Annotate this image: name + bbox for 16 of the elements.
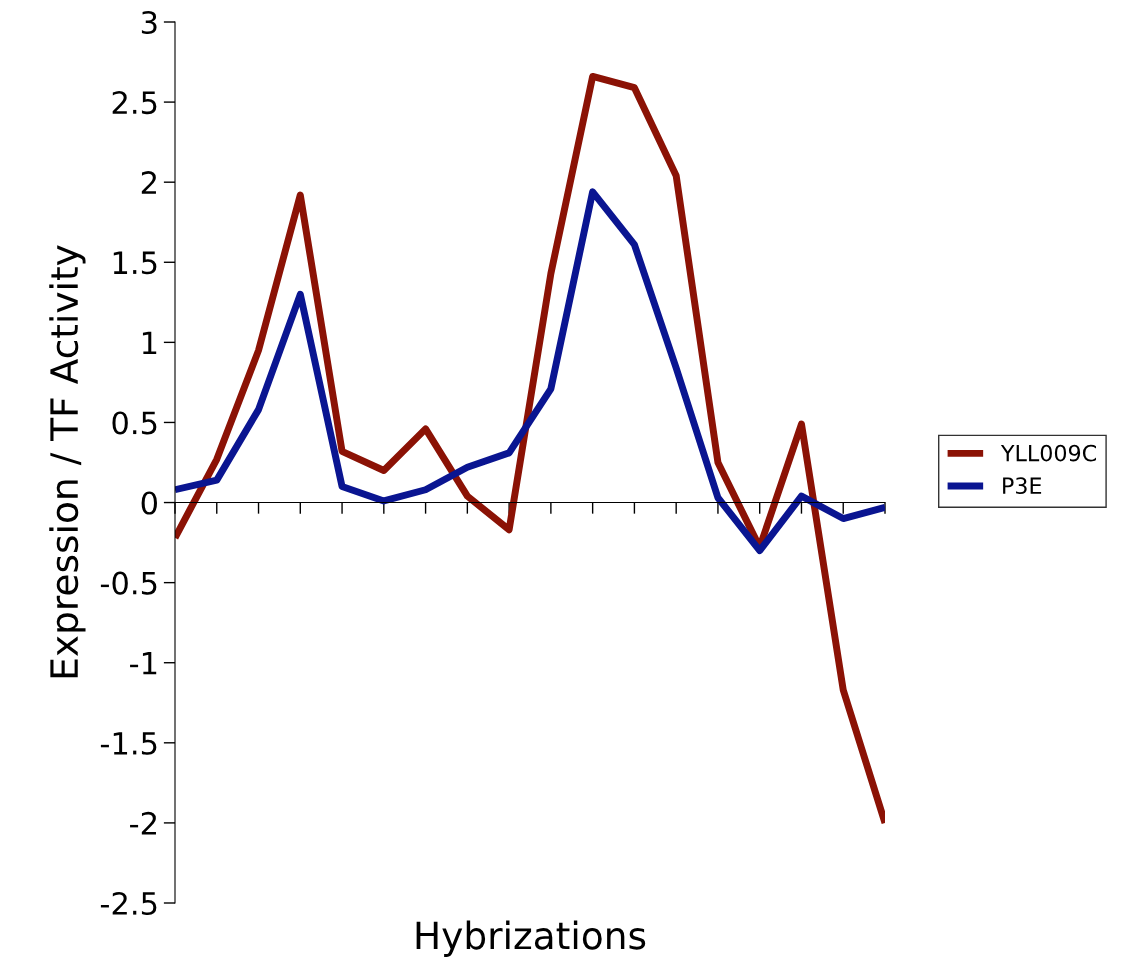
y-tick-label: -2 xyxy=(130,811,156,835)
y-tick-label: -2.5 xyxy=(100,891,157,916)
y-tick-label: 1.5 xyxy=(113,251,157,275)
y-tick-label: -0.5 xyxy=(100,571,157,595)
legend-label: P3E xyxy=(1003,477,1042,495)
legend-label: YLL009C xyxy=(1000,444,1096,462)
y-tick-label: 2.5 xyxy=(112,91,157,115)
y-tick-label: -1.5 xyxy=(100,732,157,755)
y-tick-label: 1 xyxy=(142,331,157,354)
y-axis-title: Expression / TF Activity xyxy=(49,245,86,678)
x-axis-title: Hybrizations xyxy=(416,920,646,957)
y-tick-label: 0.5 xyxy=(112,411,157,435)
y-tick-label: -1 xyxy=(130,652,157,675)
y-tick-label: 0 xyxy=(141,491,157,515)
y-tick-label: 3 xyxy=(141,10,157,35)
y-tick-label: 2 xyxy=(141,171,156,194)
